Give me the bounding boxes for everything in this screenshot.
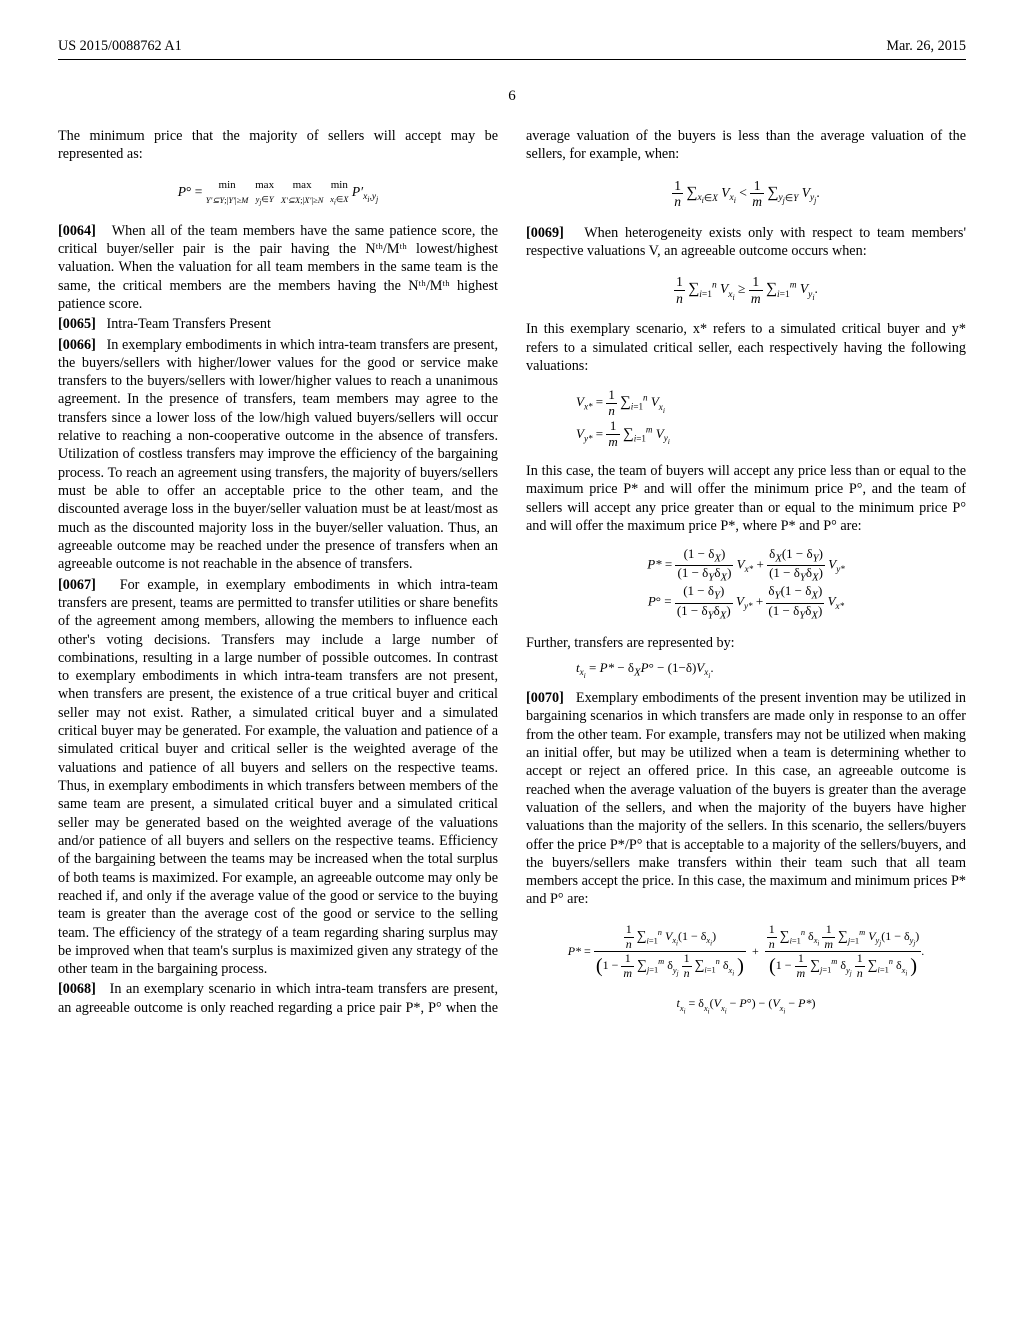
- page-number: 6: [58, 88, 966, 105]
- para-number: [0069]: [526, 225, 564, 241]
- header-rule: [58, 59, 966, 60]
- equation: P° = minY′⊆Y;|Y′|≥M maxyj∈Y maxX′⊆X;|X′|…: [58, 178, 498, 208]
- para-text: When all of the team members have the sa…: [58, 223, 498, 312]
- para-number: [0070]: [526, 690, 564, 706]
- para: [0067] For example, in exemplary embodim…: [58, 576, 498, 979]
- para: [0065] Intra-Team Transfers Present: [58, 315, 498, 333]
- equation: txi = P* − δXP° − (1−δ)Vxi.: [576, 660, 966, 681]
- equation: Vx* = 1n ∑i=1n Vxi Vy* = 1m ∑i=1m Vyi: [576, 387, 966, 450]
- para-number: [0068]: [58, 981, 96, 997]
- equation: P* = (1 − δX)(1 − δYδX) Vx* + δX(1 − δY)…: [526, 547, 966, 621]
- para-number: [0066]: [58, 337, 96, 353]
- pub-number: US 2015/0088762 A1: [58, 38, 182, 55]
- para-number: [0067]: [58, 577, 96, 593]
- para: [0069] When heterogeneity exists only wi…: [526, 224, 966, 261]
- para: [0066] In exemplary embodiments in which…: [58, 336, 498, 574]
- equation: P* = 1n ∑i=1n Vxi(1 − δxi) (1 − 1m ∑j=1m…: [526, 923, 966, 1017]
- doc-header: US 2015/0088762 A1 Mar. 26, 2015: [58, 38, 966, 55]
- pub-date: Mar. 26, 2015: [886, 38, 966, 55]
- para-number: [0065]: [58, 316, 96, 332]
- para: The minimum price that the majority of s…: [58, 127, 498, 164]
- two-column-body: The minimum price that the majority of s…: [58, 127, 966, 1024]
- para-text: In exemplary embodiments in which intra-…: [58, 337, 498, 573]
- para-text: For example, in exemplary embodiments in…: [58, 577, 498, 978]
- para-number: [0064]: [58, 223, 96, 239]
- para-text: Exemplary embodiments of the present inv…: [526, 690, 966, 907]
- para: Further, transfers are represented by:: [526, 634, 966, 652]
- para: [0070] Exemplary embodiments of the pres…: [526, 689, 966, 909]
- para: In this exemplary scenario, x* refers to…: [526, 320, 966, 375]
- para-text: When heterogeneity exists only with resp…: [526, 225, 966, 259]
- para-text: Intra-Team Transfers Present: [106, 316, 271, 332]
- para: In this case, the team of buyers will ac…: [526, 462, 966, 535]
- para: [0064] When all of the team members have…: [58, 222, 498, 314]
- equation: 1n ∑i=1n Vxi ≥ 1m ∑i=1m Vyi.: [526, 274, 966, 306]
- equation: 1n ∑xi∈X Vxi < 1m ∑yj∈Y Vyj.: [526, 178, 966, 210]
